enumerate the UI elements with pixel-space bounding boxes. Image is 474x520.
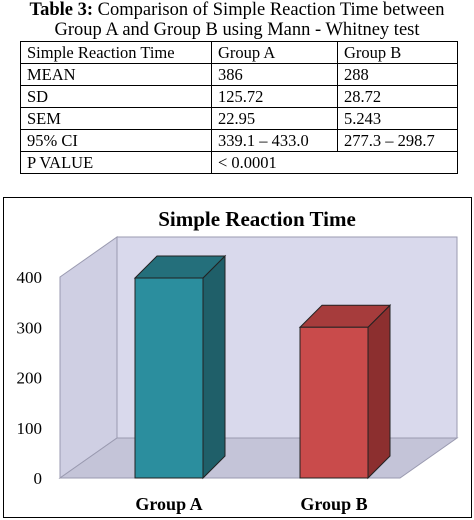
row-label: SD (20, 85, 212, 108)
table-header-row: Simple Reaction Time Group A Group B (20, 41, 458, 64)
group-a-cell: 125.72 (211, 85, 338, 108)
stats-table: Simple Reaction Time Group A Group B MEA… (20, 41, 458, 174)
bar (134, 277, 204, 479)
row-label: P VALUE (20, 151, 212, 174)
table-row: SEM 22.95 5.243 (20, 107, 458, 130)
p-value-cell: < 0.0001 (211, 151, 458, 174)
group-a-cell: 339.1 – 433.0 (211, 129, 338, 152)
x-category-label: Group A (135, 494, 202, 514)
table-row: SD 125.72 28.72 (20, 85, 458, 108)
chart-title: Simple Reaction Time (158, 207, 356, 231)
y-tick-label: 300 (17, 318, 43, 337)
group-b-cell: 277.3 – 298.7 (337, 129, 458, 152)
group-a-cell: 22.95 (211, 107, 338, 130)
bar-chart: 0 100 200 300 400 Group A Group B Simple Reacti… (17, 207, 459, 514)
y-tick-label: 400 (17, 268, 43, 287)
group-b-cell: 28.72 (337, 85, 458, 108)
header-cell: Group A (211, 41, 338, 64)
row-label: 95% CI (20, 129, 212, 152)
caption-line-2: Group A and Group B using Mann - Whitney… (54, 20, 420, 40)
table-row: MEAN 386 288 (20, 63, 458, 86)
bar-side (202, 254, 226, 480)
header-cell: Simple Reaction Time (20, 41, 212, 64)
row-label: MEAN (20, 63, 212, 86)
header-cell: Group B (337, 41, 458, 64)
caption-text-1: Comparison of Simple Reaction Time betwe… (93, 0, 445, 20)
caption-label: Table 3: (29, 0, 94, 20)
y-tick-label: 0 (34, 469, 43, 488)
table-row: P VALUE < 0.0001 (20, 151, 458, 174)
table-row: 95% CI 339.1 – 433.0 277.3 – 298.7 (20, 129, 458, 152)
chart-frame: 0 100 200 300 400 Group A Group B Simple Reacti… (3, 197, 472, 518)
group-b-cell: 5.243 (337, 107, 458, 130)
plot-floor (58, 437, 459, 479)
row-label: SEM (20, 107, 212, 130)
x-category-label: Group B (300, 494, 367, 514)
table-caption: Table 3: Comparison of Simple Reaction T… (0, 0, 474, 40)
y-tick-label: 200 (17, 369, 43, 388)
bar-side (367, 304, 391, 480)
bar (299, 326, 369, 479)
group-a-cell: 386 (211, 63, 338, 86)
plot-side-wall (59, 236, 118, 479)
caption-line-1: Table 3: Comparison of Simple Reaction T… (0, 0, 474, 20)
y-tick-label: 100 (17, 419, 43, 438)
group-b-cell: 288 (337, 63, 458, 86)
